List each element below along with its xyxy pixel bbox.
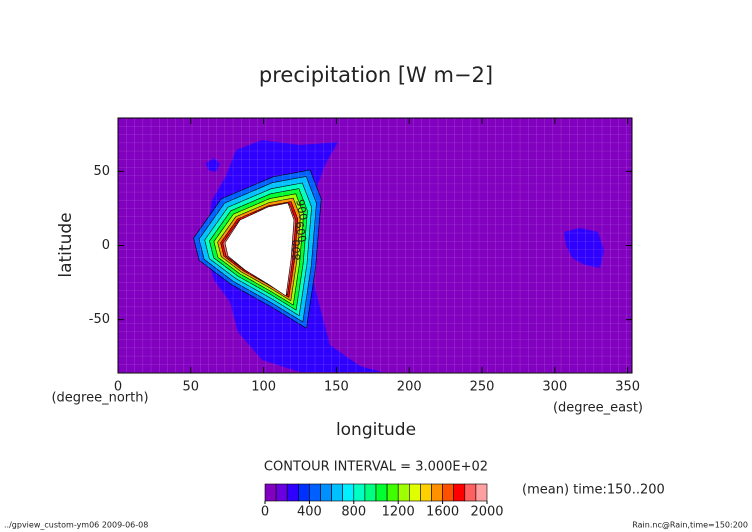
colorbar-cell (331, 483, 344, 502)
colorbar-cell (264, 483, 277, 502)
contour-label: 800 (290, 240, 303, 261)
colorbar-cell (453, 483, 466, 502)
y-tick-label: 0 (102, 238, 110, 253)
colorbar-tick-label: 400 (297, 505, 322, 520)
colorbar-tick-label: 1200 (382, 505, 415, 520)
colorbar-cell (464, 483, 477, 502)
x-tick-label: 200 (397, 380, 422, 395)
colorbar-tick-label: 800 (341, 505, 366, 520)
x-tick-label: 250 (470, 380, 495, 395)
colorbar-cell (309, 483, 321, 502)
colorbar-cell (442, 483, 455, 502)
y-tick-label: -50 (89, 312, 110, 327)
y-axis-label: latitude (56, 212, 76, 277)
colorbar-cell (386, 483, 399, 502)
x-tick-label: 0 (114, 380, 122, 395)
chart-title: precipitation [W m−2] (259, 63, 493, 87)
contour-label: 600 (292, 220, 308, 243)
colorbar-cell (320, 483, 332, 502)
colorbar-cell (475, 483, 488, 502)
plot-frame (117, 117, 633, 374)
colorbar-cell (286, 483, 299, 502)
footer-right: Rain.nc@Rain,time=150:200 (632, 521, 748, 530)
colorbar-cell (420, 483, 432, 502)
x-tick-label: 50 (183, 380, 200, 395)
footer-left: ../gpview_custom-ym06 2009-06-08 (4, 521, 148, 530)
annotation: (mean) time:150..200 (522, 483, 665, 498)
colorbar-cell (275, 483, 288, 502)
x-axis-label: longitude (336, 420, 416, 440)
colorbar-tick-label: 0 (261, 505, 269, 520)
colorbar-tick-label: 2000 (470, 505, 503, 520)
contour-interval: CONTOUR INTERVAL = 3.000E+02 (264, 460, 488, 475)
colorbar-cell (408, 483, 421, 502)
x-tick-label: 100 (251, 380, 276, 395)
x-tick-label: 150 (324, 380, 349, 395)
colorbar-tick-label: 1600 (426, 505, 459, 520)
colorbar-cell (297, 483, 310, 502)
colorbar-cell (375, 483, 388, 502)
colorbar-cell (397, 483, 410, 502)
y-unit: (degree_north) (51, 391, 148, 406)
colorbar-cell (364, 483, 377, 502)
contour-label: 900 (293, 198, 309, 221)
colorbar-cell (431, 483, 443, 502)
x-tick-label: 350 (615, 380, 640, 395)
x-tick-label: 300 (542, 380, 567, 395)
y-tick-label: 50 (93, 164, 110, 179)
colorbar-cell (353, 483, 366, 502)
x-unit: (degree_east) (553, 401, 643, 416)
colorbar-cell (342, 483, 355, 502)
